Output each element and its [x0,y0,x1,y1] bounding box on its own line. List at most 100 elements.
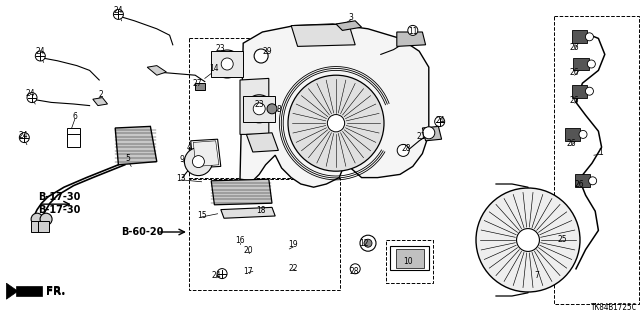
Text: 26: 26 [570,68,580,77]
Text: 24: 24 [435,116,445,124]
Text: 29: 29 [262,47,273,56]
Bar [554,16,639,304]
Polygon shape [397,32,426,46]
Polygon shape [240,24,429,187]
Polygon shape [67,134,80,147]
Polygon shape [93,98,108,106]
Circle shape [19,132,29,143]
Text: 5: 5 [125,154,131,163]
Bar [189,178,340,290]
Text: B-17-30: B-17-30 [38,192,81,202]
Text: 7: 7 [534,271,539,280]
Text: TK84B1725C: TK84B1725C [591,303,637,312]
Circle shape [516,228,540,252]
Circle shape [288,75,384,171]
Circle shape [221,58,233,70]
Text: 17: 17 [243,267,253,276]
Text: 3: 3 [348,13,353,22]
Polygon shape [191,139,221,168]
Circle shape [184,148,212,176]
Text: 20: 20 [243,246,253,255]
Polygon shape [573,58,589,70]
Text: 12: 12 [359,239,368,248]
Text: 24: 24 [18,131,28,140]
Polygon shape [243,96,275,122]
Circle shape [27,92,37,103]
Text: 26: 26 [566,139,576,148]
Circle shape [423,127,435,139]
Text: 22: 22 [289,264,298,273]
Text: 13: 13 [176,174,186,183]
Circle shape [253,103,265,115]
Text: 27: 27 [192,79,202,88]
Bar [189,38,305,179]
Polygon shape [16,286,42,296]
Polygon shape [195,83,205,90]
Circle shape [408,25,418,36]
Polygon shape [211,179,272,205]
Text: 25: 25 [557,235,567,244]
Circle shape [476,188,580,292]
Circle shape [40,213,52,225]
Polygon shape [221,207,275,218]
Polygon shape [240,78,269,134]
Text: 18: 18 [257,206,266,215]
Circle shape [588,60,595,68]
Text: 28: 28 [402,144,411,153]
Circle shape [397,144,409,156]
Text: 2: 2 [99,90,104,99]
Circle shape [267,104,277,114]
Circle shape [193,156,204,168]
Polygon shape [147,66,166,75]
Polygon shape [572,85,587,98]
Text: 19: 19 [288,240,298,249]
Text: FR.: FR. [46,287,65,297]
Polygon shape [6,283,18,299]
Text: 8: 8 [276,105,281,114]
Circle shape [254,49,268,63]
Text: 1: 1 [598,148,603,157]
Circle shape [364,239,372,247]
Text: 26: 26 [570,43,580,52]
Text: 24: 24 [35,47,45,56]
Circle shape [586,87,593,95]
Circle shape [35,51,45,61]
Text: 24: 24 [211,271,221,280]
Text: 15: 15 [196,211,207,220]
Text: 11: 11 [408,27,417,36]
Text: 10: 10 [403,257,413,266]
Circle shape [350,264,360,274]
Polygon shape [115,126,157,165]
Text: 26: 26 [574,180,584,189]
Circle shape [217,268,227,279]
Text: FR.: FR. [46,286,65,296]
Text: 14: 14 [209,64,220,73]
Text: 24: 24 [113,6,124,15]
Polygon shape [390,246,429,270]
Text: 21: 21 [417,132,426,141]
Circle shape [435,116,445,127]
Circle shape [245,95,273,123]
Circle shape [589,177,596,185]
Text: 9: 9 [180,155,185,164]
Polygon shape [422,126,442,141]
Polygon shape [31,221,41,232]
Polygon shape [193,141,219,166]
Text: 26: 26 [570,96,580,105]
Text: 24: 24 [26,89,36,98]
Polygon shape [211,51,243,77]
Polygon shape [572,30,587,43]
Circle shape [586,33,593,41]
Text: 4: 4 [186,143,191,152]
Text: 28: 28 [349,267,358,276]
Text: 23: 23 [254,100,264,108]
Polygon shape [396,249,424,268]
Circle shape [360,235,376,251]
Circle shape [113,9,124,20]
Polygon shape [246,133,278,152]
Polygon shape [291,24,355,46]
Polygon shape [575,174,590,187]
Polygon shape [336,21,362,30]
Text: B-17-30: B-17-30 [38,204,81,215]
Bar [386,240,433,283]
